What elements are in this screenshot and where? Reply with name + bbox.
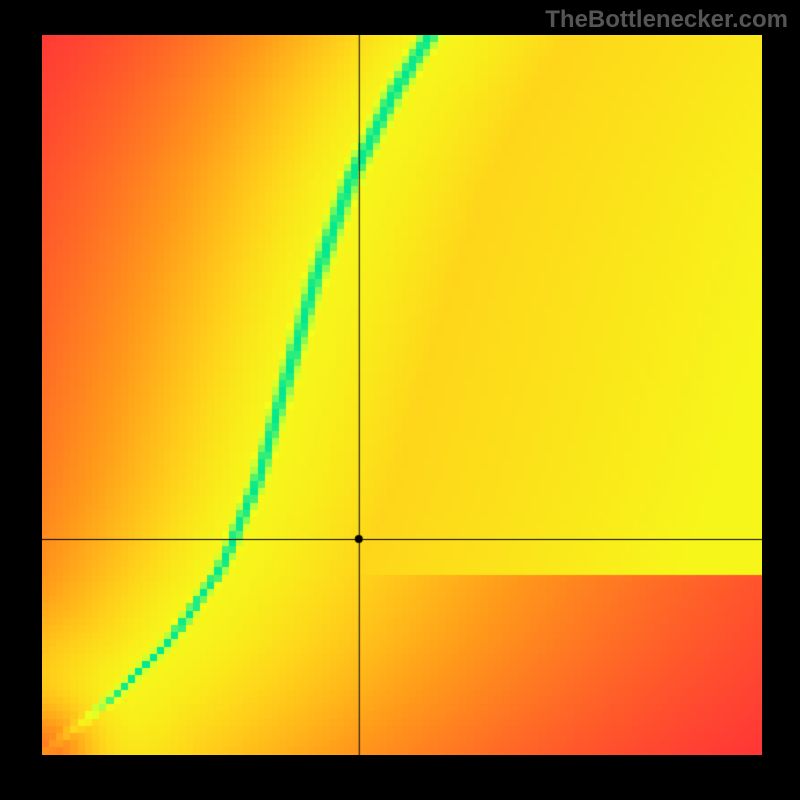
chart-container: { "watermark": { "text": "TheBottlenecke… <box>0 0 800 800</box>
bottleneck-heatmap <box>42 35 762 755</box>
watermark-label: TheBottlenecker.com <box>545 6 788 34</box>
